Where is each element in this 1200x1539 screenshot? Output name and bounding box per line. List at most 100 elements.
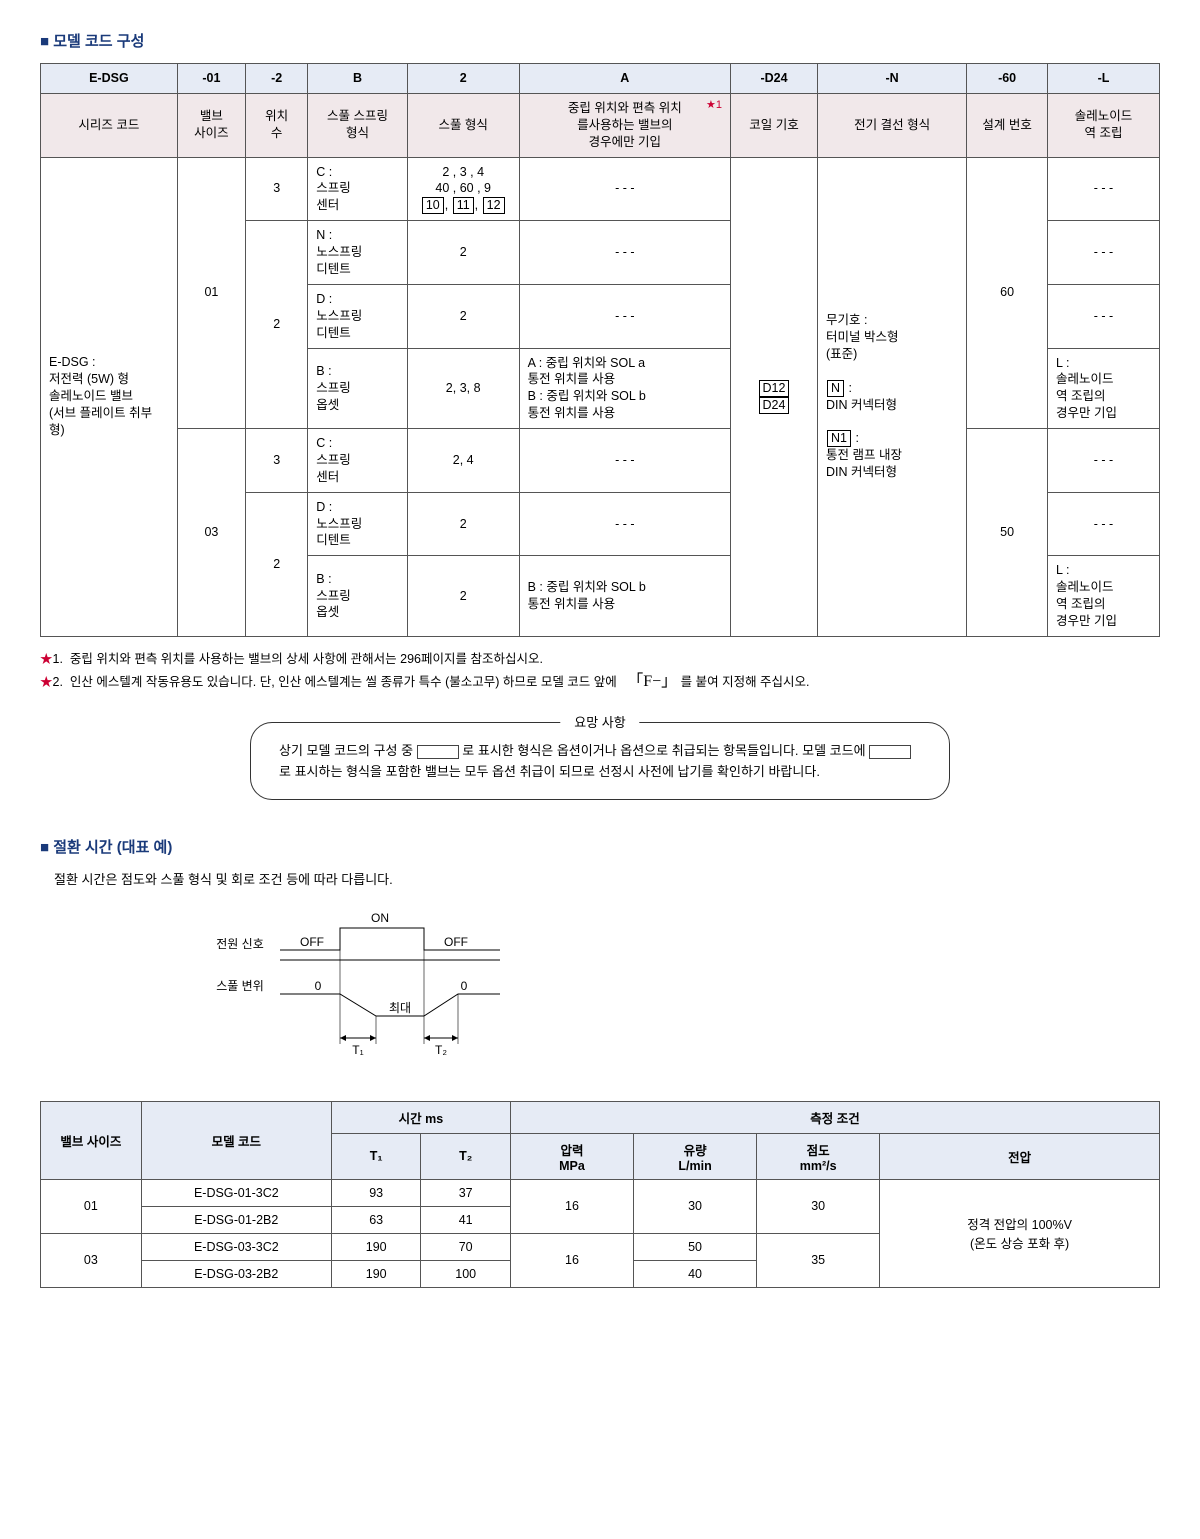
conn-cell: 무기호 :터미널 박스형(표준) N :DIN 커넥터형 N1 :통전 램프 내…: [818, 157, 967, 636]
r2-form: 2: [407, 221, 519, 285]
sw-h-p: 압력MPa: [510, 1133, 633, 1179]
r1-form: 2 , 3 , 440 , 60 , 9 10, 11, 12: [407, 157, 519, 221]
sw-h-valve: 밸브 사이즈: [41, 1101, 142, 1179]
section-title-switch-time: 절환 시간 (대표 예): [40, 836, 1160, 857]
r6-form: 2: [407, 492, 519, 556]
sw-vs-01: 01: [41, 1179, 142, 1233]
d-zero2: 0: [461, 979, 468, 993]
pos-2a: 2: [246, 221, 308, 429]
model-code-table: E-DSG -01 -2 B 2 A -D24 -N -60 -L 시리즈 코드…: [40, 63, 1160, 637]
sw-v-01: 30: [757, 1179, 880, 1233]
mc-h2-0: 시리즈 코드: [41, 93, 178, 157]
sw-t2-2: 70: [421, 1233, 511, 1260]
footnote-2a: 인산 에스텔계 작동유용도 있습니다. 단, 인산 에스텔계는 씰 종류가 특수…: [70, 675, 617, 689]
request-label: 요망 사항: [560, 712, 639, 731]
mc-h1-2: -2: [246, 64, 308, 94]
sw-q-03b: 40: [634, 1260, 757, 1287]
sw-h-q: 유량L/min: [634, 1133, 757, 1179]
mc-h2-7: 전기 결선 형식: [818, 93, 967, 157]
mc-h1-1: -01: [177, 64, 245, 94]
sw-mc-0: E-DSG-01-3C2: [141, 1179, 331, 1206]
footnote-1: 중립 위치와 편측 위치를 사용하는 밸브의 상세 사항에 관해서는 296페이…: [70, 652, 543, 666]
d-on: ON: [371, 911, 389, 925]
design-60: 60: [967, 157, 1048, 429]
mc-h2-8: 설계 번호: [967, 93, 1048, 157]
r7-sol: L :솔레노이드역 조립의경우만 기입: [1048, 556, 1160, 637]
mc-header-row-2: 시리즈 코드 밸브사이즈 위치수 스풀 스프링형식 스풀 형식 중립 위치와 편…: [41, 93, 1160, 157]
mc-h2-9: 솔레노이드역 조립: [1048, 93, 1160, 157]
mc-h1-5: A: [519, 64, 730, 94]
sw-h-model: 모델 코드: [141, 1101, 331, 1179]
r7-center: B : 중립 위치와 SOL b 통전 위치를 사용: [519, 556, 730, 637]
option-box-icon: [869, 745, 911, 759]
mc-h2-5: 중립 위치와 편측 위치를사용하는 밸브의경우에만 기입 ★1: [519, 93, 730, 157]
d-off2: OFF: [444, 935, 468, 949]
mc-h1-3: B: [308, 64, 407, 94]
sw-h-t1: T₁: [331, 1133, 421, 1179]
r5-center: - - -: [519, 429, 730, 493]
sw-h-volt: 전압: [880, 1133, 1160, 1179]
mc-header-row-1: E-DSG -01 -2 B 2 A -D24 -N -60 -L: [41, 64, 1160, 94]
sw-p-01: 16: [510, 1179, 633, 1233]
d-max: 최대: [389, 1001, 411, 1015]
mc-h2-3: 스풀 스프링형식: [308, 93, 407, 157]
r2-spool: N :노스프링디텐트: [308, 221, 407, 285]
d-off1: OFF: [300, 935, 324, 949]
r1-center: - - -: [519, 157, 730, 221]
sw-q-01: 30: [634, 1179, 757, 1233]
r5-spool: C :스프링센터: [308, 429, 407, 493]
star-ref-1: ★1: [706, 98, 722, 113]
coil-cell: D12 D24: [730, 157, 817, 636]
d-t1: T₁: [352, 1043, 363, 1057]
r6-spool: D :노스프링디텐트: [308, 492, 407, 556]
footnote-2b: 를 붙여 지정해 주십시오.: [681, 675, 810, 689]
r4-form: 2, 3, 8: [407, 348, 519, 429]
sw-h-t2: T₂: [421, 1133, 511, 1179]
mc-h2-2: 위치수: [246, 93, 308, 157]
sw-t1-1: 63: [331, 1206, 421, 1233]
section-title-model-code: 모델 코드 구성: [40, 30, 1160, 51]
r1-spool: C :스프링센터: [308, 157, 407, 221]
sw-volt: 정격 전압의 100%V(온도 상승 포화 후): [880, 1179, 1160, 1287]
sw-q-03a: 50: [634, 1233, 757, 1260]
sw-h-v: 점도mm²/s: [757, 1133, 880, 1179]
sw-t2-0: 37: [421, 1179, 511, 1206]
timing-diagram: 전원 신호 OFF ON OFF 스풀 변위 0 0 최대 T₁ T₂: [200, 904, 1160, 1077]
r4-center: A : 중립 위치와 SOL a 통전 위치를 사용B : 중립 위치와 SOL…: [519, 348, 730, 429]
footnotes: ★1. 중립 위치와 편측 위치를 사용하는 밸브의 상세 사항에 관해서는 2…: [40, 649, 1160, 695]
sw-mc-2: E-DSG-03-3C2: [141, 1233, 331, 1260]
d-t2: T₂: [435, 1043, 447, 1057]
mc-h2-6: 코일 기호: [730, 93, 817, 157]
sw-t2-3: 100: [421, 1260, 511, 1287]
r7-spool: B :스프링옵셋: [308, 556, 407, 637]
mc-h1-4: 2: [407, 64, 519, 94]
design-50: 50: [967, 429, 1048, 637]
sw-t1-0: 93: [331, 1179, 421, 1206]
sw-v-03: 35: [757, 1233, 880, 1287]
r4-spool: B :스프링옵셋: [308, 348, 407, 429]
sw-h-time: 시간 ms: [331, 1101, 510, 1133]
pos-3a: 3: [246, 157, 308, 221]
mc-h1-0: E-DSG: [41, 64, 178, 94]
r3-form: 2: [407, 284, 519, 348]
r3-spool: D :노스프링디텐트: [308, 284, 407, 348]
r7-form: 2: [407, 556, 519, 637]
mc-h1-8: -60: [967, 64, 1048, 94]
timing-note: 절환 시간은 점도와 스풀 형식 및 회로 조건 등에 따라 다릅니다.: [54, 869, 1160, 888]
valve-03: 03: [177, 429, 245, 637]
d-signal-label: 전원 신호: [216, 937, 264, 951]
mc-h2-1: 밸브사이즈: [177, 93, 245, 157]
mc-h1-9: -L: [1048, 64, 1160, 94]
d-zero1: 0: [315, 979, 322, 993]
sw-p-03: 16: [510, 1233, 633, 1287]
series-cell: E-DSG :저전력 (5W) 형솔레노이드 밸브(서브 플레이트 취부형): [41, 157, 178, 636]
r5-form: 2, 4: [407, 429, 519, 493]
r5-sol: - - -: [1048, 429, 1160, 493]
mc-h2-4: 스풀 형식: [407, 93, 519, 157]
pos-3b: 3: [246, 429, 308, 493]
pos-2b: 2: [246, 492, 308, 636]
valve-01: 01: [177, 157, 245, 429]
sw-t1-2: 190: [331, 1233, 421, 1260]
sw-vs-03: 03: [41, 1233, 142, 1287]
r3-center: - - -: [519, 284, 730, 348]
